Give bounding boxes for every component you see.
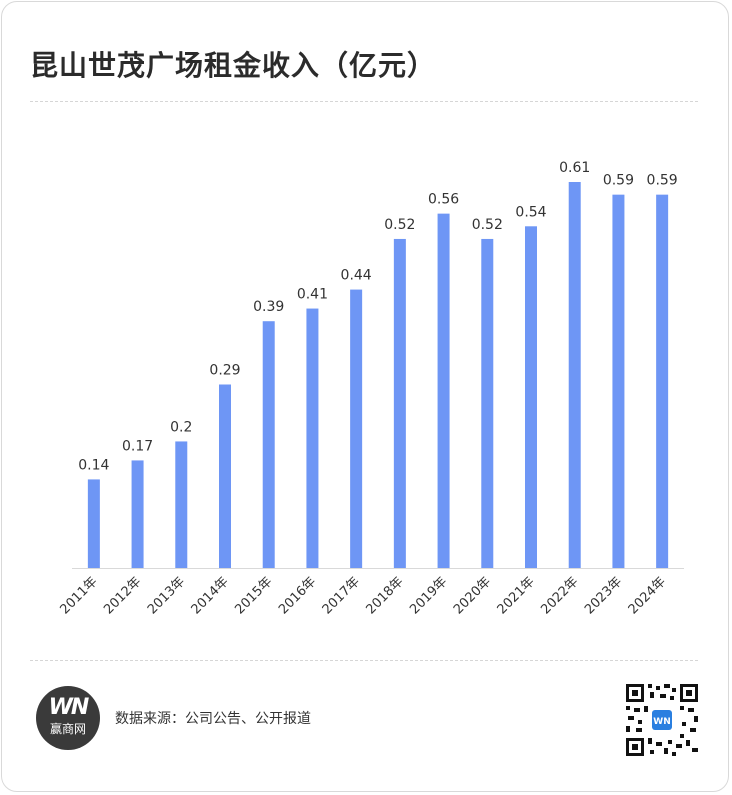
- bar-2022年: [568, 182, 581, 568]
- page-title: 昆山世茂广场租金收入（亿元）: [30, 49, 437, 82]
- top-divider: [30, 101, 698, 102]
- data-label-2016年: 0.41: [297, 287, 328, 303]
- data-label-2014年: 0.29: [209, 362, 240, 378]
- tick-label-2020年: 2020年: [451, 574, 494, 617]
- data-label-2012年: 0.17: [122, 438, 153, 454]
- tick-label-2012年: 2012年: [101, 574, 144, 617]
- data-label-2021年: 0.54: [515, 204, 546, 220]
- data-label-2024年: 0.59: [647, 173, 678, 189]
- tick-label-2014年: 2014年: [189, 574, 232, 617]
- data-label-2022年: 0.61: [559, 160, 590, 176]
- bar-2016年: [306, 308, 319, 568]
- bar-2019年: [437, 213, 450, 568]
- bar-2021年: [525, 226, 537, 568]
- bar-2013年: [175, 441, 188, 568]
- tick-label-2023年: 2023年: [582, 574, 625, 617]
- bar-2017年: [350, 289, 363, 568]
- tick-label-2019年: 2019年: [407, 574, 450, 617]
- data-label-2017年: 0.44: [341, 268, 372, 284]
- tick-label-2021年: 2021年: [495, 574, 538, 617]
- tick-label-2022年: 2022年: [538, 574, 581, 617]
- data-label-2018年: 0.52: [384, 217, 415, 233]
- bar-2011年: [87, 479, 100, 568]
- tick-label-2011年: 2011年: [57, 574, 100, 617]
- data-label-2015年: 0.39: [253, 299, 284, 315]
- tick-label-2013年: 2013年: [145, 574, 188, 617]
- bar-chart: 0.14 2011年 0.17 2012年 0.2 2013年 0.29 2014年 0.39 2…: [57, 160, 684, 617]
- data-label-2011年: 0.14: [78, 457, 109, 473]
- bar-2014年: [219, 384, 231, 568]
- data-source: 数据来源：公司公告、公开报道: [115, 711, 311, 727]
- data-label-2020年: 0.52: [472, 217, 503, 233]
- winshang-logo: WN 赢商网: [36, 686, 100, 750]
- bar-2023年: [612, 194, 625, 568]
- tick-label-2015年: 2015年: [232, 574, 275, 617]
- bar-2020年: [481, 238, 494, 569]
- tick-label-2016年: 2016年: [276, 574, 319, 617]
- tick-label-2018年: 2018年: [363, 574, 406, 617]
- qr-code-icon: WN: [624, 682, 700, 758]
- logo-mark: WN: [48, 695, 90, 720]
- data-label-2013年: 0.2: [170, 419, 192, 435]
- bar-2024年: [656, 194, 669, 568]
- bar-2012年: [131, 460, 144, 568]
- bottom-divider: [30, 660, 698, 661]
- bar-2015年: [262, 321, 275, 568]
- tick-label-2017年: 2017年: [320, 574, 363, 617]
- bar-2018年: [393, 238, 406, 569]
- data-label-2023年: 0.59: [603, 173, 634, 189]
- svg-text:WN: WN: [653, 717, 670, 727]
- tick-label-2024年: 2024年: [626, 574, 669, 617]
- data-label-2019年: 0.56: [428, 192, 459, 208]
- logo-text: 赢商网: [49, 722, 86, 736]
